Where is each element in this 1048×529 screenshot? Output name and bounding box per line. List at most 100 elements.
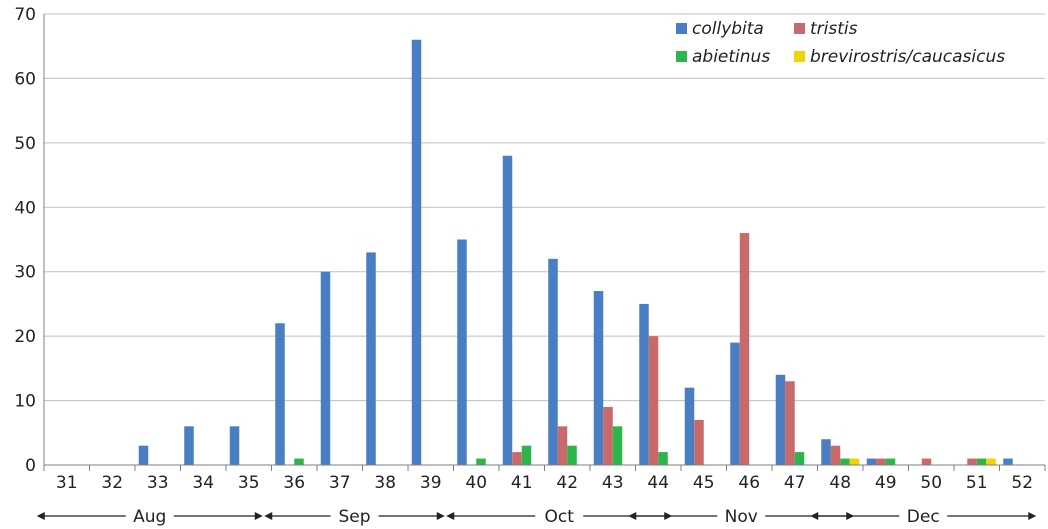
bar-abietinus-week-49 [885,458,896,465]
month-label: Sep [338,507,370,527]
month-label: Oct [545,507,575,527]
y-tick-label: 0 [25,456,36,476]
bar-collybita-week-37 [320,271,331,465]
x-tick-label: 42 [556,473,578,493]
month-label: Aug [133,507,166,527]
bar-collybita-week-42 [548,258,558,465]
bar-collybita-week-33 [138,445,149,465]
bar-collybita-week-40 [457,239,467,465]
x-tick-label: 34 [192,473,214,493]
x-tick-label: 40 [465,473,487,493]
legend-item-brevirostris_caucasicus: brevirostris/caucasicus [794,47,1005,67]
month-label: Dec [907,507,940,527]
legend-label: tristis [810,19,858,39]
bar-tristis-week-49 [876,458,886,465]
bar-collybita-week-41 [502,155,513,466]
x-tick-label: 36 [283,473,305,493]
bar-collybita-week-35 [229,426,240,465]
bar-abietinus-week-43 [612,426,623,465]
arrowhead-right-icon [1028,512,1037,520]
bar-collybita-week-44 [639,303,649,465]
x-tick-label: 38 [374,473,396,493]
legend-swatch [676,23,687,34]
x-tick-label: 45 [693,473,715,493]
bar-abietinus-week-36 [294,458,304,465]
arrowhead-left-icon [446,512,455,520]
x-tick-label: 43 [602,473,624,493]
bar-brevirostris_caucasicus-week-51 [986,458,996,465]
y-tick-label: 40 [14,198,36,218]
bar-collybita-week-43 [593,291,604,465]
legend-swatch [794,51,805,62]
month-band-aug: Aug [36,507,263,527]
bar-brevirostris_caucasicus-week-48 [849,458,860,465]
bar-collybita-week-45 [684,387,695,465]
arrowhead-left-icon [264,512,273,520]
bar-abietinus-week-41 [521,445,532,465]
bar-collybita-week-38 [366,252,376,465]
month-band-dec: Dec [810,507,1037,527]
x-tick-label: 50 [920,473,942,493]
x-axis: 31 32 33 34 35 36 37 38 39 40 41 42 43 44 45 46 47 48 49 50… [43,464,1046,493]
month-bands: Aug Sep Oct Nov Dec [36,507,1037,527]
x-tick-label: 51 [966,473,988,493]
legend-item-abietinus: abietinus [676,47,770,67]
bar-tristis-week-43 [603,407,613,465]
x-tick-label: 52 [1011,473,1033,493]
x-tick-label: 48 [829,473,851,493]
bar-collybita-week-46 [730,342,740,465]
bar-tristis-week-46 [739,233,750,465]
bar-tristis-week-44 [648,336,659,465]
x-tick-label: 41 [511,473,533,493]
x-tick-label: 46 [738,473,760,493]
y-tick-label: 20 [14,327,36,347]
legend: collybita tristis abietinus brevirostris/ca… [676,19,1005,67]
bar-abietinus-week-47 [794,452,805,465]
month-band-oct: Oct [446,507,673,527]
y-tick-label: 60 [14,69,36,89]
legend-item-collybita: collybita [676,19,764,39]
x-tick-label: 47 [784,473,806,493]
x-tick-label: 33 [147,473,169,493]
bar-abietinus-week-44 [658,452,668,465]
bar-abietinus-week-51 [976,458,987,465]
bars [138,39,1013,466]
arrowhead-left-icon [36,512,45,520]
y-tick-label: 30 [14,263,36,283]
bar-collybita-week-39 [411,39,422,466]
y-tick-label: 50 [14,134,36,154]
bar-collybita-week-49 [866,458,877,465]
month-band-nov: Nov [628,507,855,527]
x-tick-label: 35 [238,473,260,493]
y-tick-label: 70 [14,5,36,25]
x-tick-label: 49 [875,473,897,493]
x-tick-label: 39 [420,473,442,493]
bar-tristis-week-51 [967,458,977,465]
x-tick-label: 31 [56,473,78,493]
bar-collybita-week-36 [275,323,285,465]
bar-tristis-week-45 [694,419,704,465]
legend-label: collybita [692,19,764,39]
bar-collybita-week-48 [821,439,831,465]
x-tick-label: 44 [647,473,669,493]
bar-collybita-week-47 [775,374,786,465]
bar-tristis-week-47 [785,381,795,465]
x-tick-label: 32 [101,473,123,493]
legend-swatch [794,23,805,34]
month-band-sep: Sep [264,507,445,527]
gridlines [44,13,1045,402]
x-tick-label: 37 [329,473,351,493]
bar-tristis-week-48 [830,445,841,465]
legend-item-tristis: tristis [794,19,858,39]
legend-swatch [676,51,687,62]
arrowhead-left-icon [628,512,637,520]
bar-abietinus-week-48 [840,458,850,465]
arrowhead-left-icon [810,512,819,520]
arrowhead-right-icon [254,512,263,520]
bar-tristis-week-50 [921,458,932,465]
y-tick-label: 10 [14,392,36,412]
bar-collybita-week-34 [184,426,194,465]
bar-tristis-week-41 [512,452,522,465]
legend-label: abietinus [692,47,770,67]
